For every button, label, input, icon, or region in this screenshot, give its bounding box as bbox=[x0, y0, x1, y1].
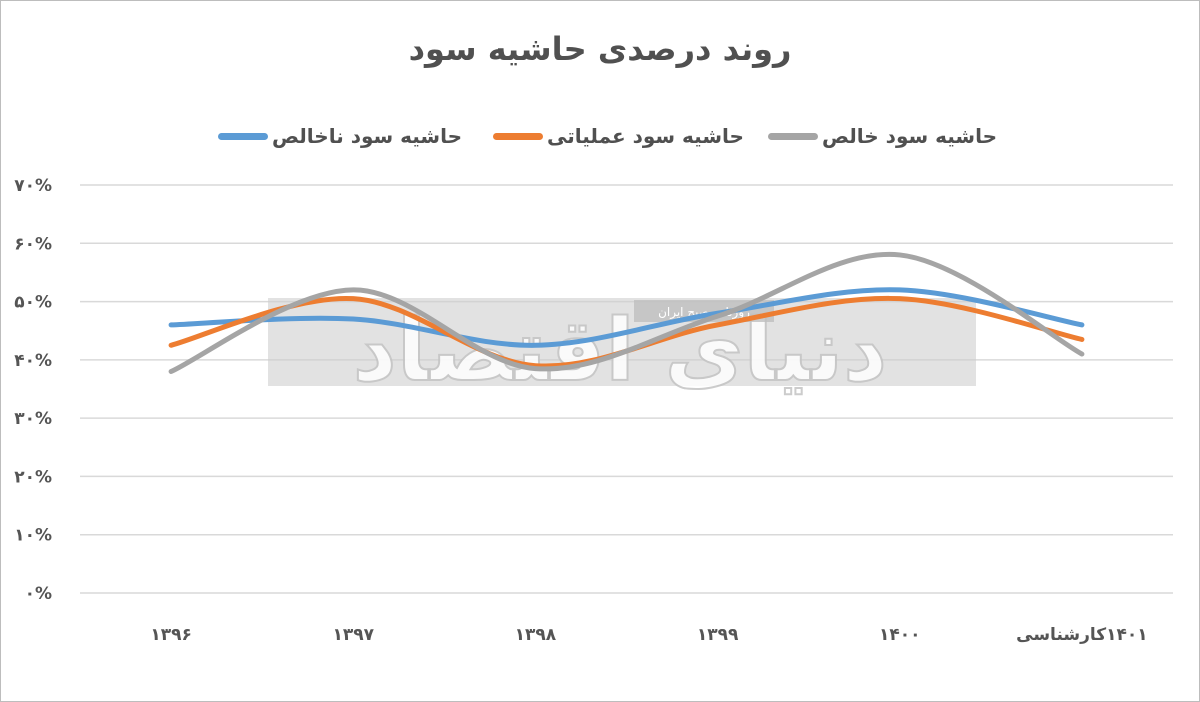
y-tick-label: ۰% bbox=[25, 584, 52, 604]
y-tick-label: ۶۰% bbox=[14, 234, 52, 254]
legend-swatch-net bbox=[768, 132, 818, 140]
y-tick-label: ۷۰% bbox=[14, 176, 52, 196]
legend-swatch-gross bbox=[218, 132, 268, 140]
x-tick-label: ۱۳۹۹ bbox=[697, 625, 739, 645]
legend-swatch-operating bbox=[493, 132, 543, 140]
x-tick-label: ۱۴۰۱کارشناسی bbox=[1016, 625, 1148, 645]
x-axis-tick-labels: ۱۳۹۶ ۱۳۹۷ ۱۳۹۸ ۱۳۹۹ ۱۴۰۰ ۱۴۰۱کارشناسی bbox=[150, 625, 1147, 645]
series-line-gross-margin bbox=[168, 287, 1085, 348]
legend-item-operating-margin: حاشیه سود عملیاتی bbox=[493, 118, 744, 154]
x-tick-label: ۱۳۹۷ bbox=[332, 625, 374, 645]
legend-label: حاشیه سود ناخالص bbox=[272, 124, 463, 148]
watermark-logo-text: دنیای اقتصاد bbox=[353, 301, 888, 401]
series-line-net-margin bbox=[168, 251, 1085, 375]
y-tick-label: ۱۰% bbox=[14, 526, 52, 546]
legend-label: حاشیه سود خالص bbox=[822, 124, 997, 148]
legend-item-net-margin: حاشیه سود خالص bbox=[768, 118, 997, 154]
chart-title: روند درصدی حاشیه سود bbox=[408, 30, 792, 68]
legend-label: حاشیه سود عملیاتی bbox=[547, 124, 744, 148]
watermark-caption: روزنامه صبح ایران bbox=[658, 305, 750, 320]
x-tick-label: ۱۳۹۶ bbox=[150, 625, 192, 645]
watermark-box bbox=[268, 298, 976, 386]
series-lines bbox=[168, 251, 1085, 375]
legend-item-gross-margin: حاشیه سود ناخالص bbox=[218, 118, 462, 154]
y-tick-label: ۴۰% bbox=[14, 351, 52, 371]
y-tick-label: ۵۰% bbox=[14, 293, 52, 313]
x-tick-label: ۱۴۰۰ bbox=[879, 625, 921, 645]
x-tick-label: ۱۳۹۸ bbox=[515, 625, 557, 645]
watermark: دنیای اقتصاد روزنامه صبح ایران bbox=[268, 298, 976, 402]
y-tick-label: ۳۰% bbox=[14, 409, 52, 429]
y-axis-tick-labels: ۰% ۱۰% ۲۰% ۳۰% ۴۰% ۵۰% ۶۰% ۷۰% bbox=[14, 176, 52, 604]
y-tick-label: ۲۰% bbox=[14, 467, 52, 487]
